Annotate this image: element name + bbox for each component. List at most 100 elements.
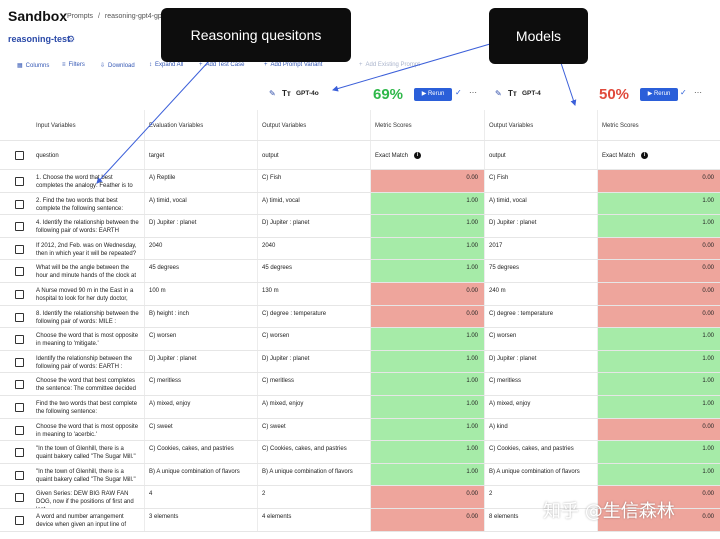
row-checkbox[interactable] (15, 448, 24, 458)
breadcrumb-prompts[interactable]: Prompts (67, 13, 94, 20)
table-row[interactable]: 4. Identify the relationship between the… (0, 215, 720, 238)
info-icon[interactable]: i (641, 152, 649, 159)
output-cell: A) timid, vocal (258, 192, 371, 215)
output-cell: D) Jupiter : planet (485, 350, 598, 373)
col-output-variables-2: Output Variables (485, 110, 598, 140)
exact-match-score: 1.00 (598, 396, 720, 418)
row-checkbox[interactable] (15, 470, 24, 480)
check-icon[interactable]: ✓ (680, 88, 687, 97)
row-checkbox[interactable] (15, 267, 24, 277)
exact-match-score: 1.00 (598, 373, 720, 395)
callout-reasoning-questions: Reasoning quesitons (161, 8, 351, 62)
output-cell: A) mixed, enjoy (485, 396, 598, 418)
row-checkbox[interactable] (15, 177, 24, 186)
row-checkbox[interactable] (15, 312, 24, 322)
row-checkbox[interactable] (15, 380, 24, 390)
col-metric-scores-1: Metric Scores (371, 110, 485, 140)
pin-icon[interactable]: ✎ (495, 89, 502, 98)
table-row[interactable]: Given Series: DEW BIG RAW FAN DOG, now i… (0, 486, 720, 509)
row-checkbox[interactable] (15, 244, 24, 254)
row-checkbox[interactable] (15, 290, 24, 299)
exact-match-score: 1.00 (371, 328, 485, 350)
exact-match-score: 0.00 (598, 305, 720, 328)
row-checkbox[interactable] (15, 335, 24, 345)
output-cell: 240 m (485, 283, 598, 305)
table-row[interactable]: "In the town of Glenhill, there is a qua… (0, 463, 720, 487)
arrow-to-questions (96, 59, 211, 184)
callout-models: Models (489, 8, 588, 64)
text-format-icon: Tт (282, 89, 291, 98)
table-row[interactable]: What will be the angle between the hour … (0, 260, 720, 283)
add-test-case-button[interactable]: + Add Test Case (199, 62, 244, 68)
model-header-gpt4: ✎ Tт GPT-4 50% ▶ Rerun ✓ ⋯ (485, 80, 720, 110)
download-icon: ⇩ (100, 63, 106, 69)
target-cell: D) Jupiter : planet (145, 215, 258, 237)
check-icon[interactable]: ✓ (455, 88, 462, 97)
table-row[interactable]: Choose the word that is most opposite in… (0, 418, 720, 442)
output-cell: A) mixed, enjoy (258, 396, 371, 418)
exact-match-score: 1.00 (371, 215, 485, 237)
select-all-checkbox[interactable] (15, 151, 24, 160)
row-checkbox[interactable] (15, 357, 24, 367)
row-checkbox[interactable] (15, 493, 24, 503)
output-cell: A) kind (485, 418, 598, 441)
table-row[interactable]: A Nurse moved 90 m in the East in a hosp… (0, 283, 720, 306)
table-row[interactable]: 2. Find the two words that best complete… (0, 192, 720, 216)
add-existing-prompt-button[interactable]: + Add Existing Prompt (359, 62, 420, 68)
exact-match-score: 1.00 (598, 215, 720, 237)
table-row[interactable]: "In the town of Glenhill, there is a qua… (0, 441, 720, 464)
row-checkbox[interactable] (15, 222, 24, 232)
table-row[interactable]: Choose the word that best completes the … (0, 373, 720, 396)
exact-match-score: 1.00 (371, 192, 485, 215)
info-icon[interactable]: i (414, 152, 422, 159)
download-button[interactable]: ⇩ Download (100, 62, 135, 69)
pin-icon[interactable]: ✎ (269, 89, 276, 98)
exact-match-score: 1.00 (371, 463, 485, 486)
filters-button[interactable]: ≡ Filters (62, 62, 85, 68)
row-checkbox[interactable] (15, 516, 24, 525)
exact-match-score: 0.00 (371, 283, 485, 305)
target-cell: 45 degrees (145, 260, 258, 282)
rerun-button[interactable]: ▶ Rerun (414, 88, 452, 101)
exact-match-score: 1.00 (371, 237, 485, 260)
more-icon[interactable]: ⋯ (694, 88, 702, 97)
arrow-to-model-1 (332, 43, 491, 92)
question-cell: If 2012, 2nd Feb. was on Wednesday, then… (32, 237, 145, 260)
expand-all-button[interactable]: ↕ Expand All (149, 62, 183, 68)
project-name[interactable]: reasoning-test (8, 34, 71, 44)
subcol-output-1: output (258, 141, 371, 169)
question-cell: Choose the word that is most opposite in… (32, 328, 145, 350)
question-cell: "In the town of Glenhill, there is a qua… (32, 463, 145, 486)
model-score: 69% (373, 86, 404, 103)
output-cell: C) sweet (258, 418, 371, 441)
target-cell: C) worsen (145, 328, 258, 350)
row-checkbox[interactable] (15, 403, 24, 412)
more-icon[interactable]: ⋯ (469, 88, 477, 97)
output-cell: C) meritless (485, 373, 598, 395)
table-row[interactable]: Choose the word that is most opposite in… (0, 328, 720, 351)
row-checkbox[interactable] (15, 199, 24, 209)
columns-label: Columns (25, 63, 50, 69)
row-checkbox[interactable] (15, 425, 24, 435)
target-cell: A) mixed, enjoy (145, 396, 258, 418)
table-row[interactable]: 8. Identify the relationship between the… (0, 305, 720, 329)
gear-icon[interactable]: ⚙ (67, 34, 76, 44)
table-row[interactable]: Identify the relationship between the fo… (0, 350, 720, 374)
add-prompt-variant-button[interactable]: + Add Prompt Variant (264, 62, 322, 68)
col-output-variables-1: Output Variables (258, 110, 371, 140)
breadcrumb-current: reasoning-gpt4-gpt (104, 13, 164, 20)
output-cell: 130 m (258, 283, 371, 305)
table-row[interactable]: 1. Choose the word that best completes t… (0, 170, 720, 193)
rerun-button[interactable]: ▶ Rerun (640, 88, 678, 101)
output-cell: C) degree : temperature (485, 305, 598, 328)
table-row[interactable]: If 2012, 2nd Feb. was on Wednesday, then… (0, 237, 720, 261)
plus-icon: + (359, 62, 363, 68)
question-cell: Choose the word that best completes the … (32, 373, 145, 395)
watermark: 知乎 @生信森林 (543, 501, 675, 522)
table-row[interactable]: A word and number arrangement device whe… (0, 509, 720, 532)
table-row[interactable]: Find the two words that best complete th… (0, 396, 720, 419)
target-cell: C) meritless (145, 373, 258, 395)
exact-match-score: 1.00 (598, 192, 720, 215)
output-cell: B) A unique combination of flavors (485, 463, 598, 486)
columns-button[interactable]: ▦ Columns (17, 62, 49, 69)
